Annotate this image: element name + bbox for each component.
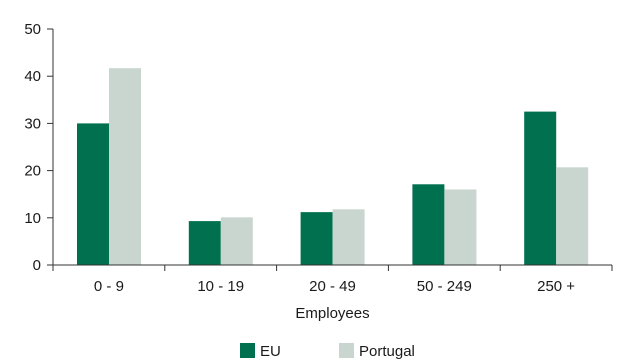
bar-eu — [188, 221, 221, 265]
x-axis-ticks: 0 - 9 10 - 19 20 - 49 50 - 249 250 + — [52, 265, 613, 295]
legend: EU Portugal — [240, 343, 415, 360]
y-tick-label: 40 — [24, 68, 41, 85]
bar-eu — [524, 111, 557, 265]
y-tick-label: 0 — [33, 257, 41, 274]
legend-swatch — [240, 343, 255, 358]
y-tick-label: 50 — [24, 21, 41, 38]
x-axis-title: Employees — [295, 305, 369, 322]
bar-portugal — [444, 189, 477, 265]
bar-portugal — [332, 209, 365, 265]
y-tick-label: 20 — [24, 163, 41, 180]
x-tick-label: 10 - 19 — [197, 278, 244, 295]
y-tick-label: 30 — [24, 115, 41, 132]
y-tick-label: 10 — [24, 210, 41, 227]
bar-eu — [412, 184, 445, 265]
bar-eu — [77, 123, 109, 266]
bars-layer — [77, 68, 589, 266]
x-tick-label: 250 + — [537, 278, 575, 295]
bar-portugal — [109, 68, 141, 266]
x-tick-label: 50 - 249 — [417, 278, 472, 295]
x-tick-label: 20 - 49 — [309, 278, 356, 295]
y-axis-ticks: 0 10 20 30 40 50 — [24, 21, 53, 274]
axes-layer — [52, 29, 612, 266]
bar-portugal — [220, 217, 253, 265]
bar-eu — [300, 212, 333, 265]
legend-label: Portugal — [359, 343, 415, 360]
x-tick-label: 0 - 9 — [94, 278, 124, 295]
legend-swatch — [339, 343, 354, 358]
bar-portugal — [556, 167, 589, 265]
legend-label: EU — [260, 343, 281, 360]
